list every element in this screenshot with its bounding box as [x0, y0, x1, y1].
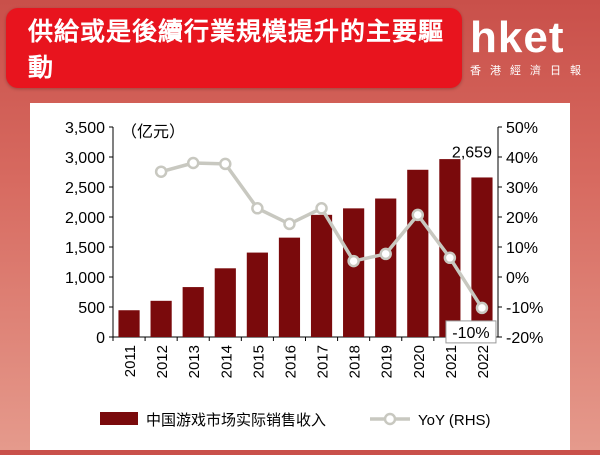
yoy-point [411, 208, 425, 222]
x-tick-label: 2014 [218, 345, 235, 378]
yoy-point [251, 202, 264, 215]
y-right-tick-label: -10% [506, 300, 543, 317]
yoy-point [443, 251, 457, 265]
game-revenue-chart: 0 500 1,000 1,500 2,000 2,500 3,000 3,500 -20% -1… [65, 120, 543, 429]
y-left-tick-label: 1,000 [65, 270, 105, 287]
x-tick-label: 2018 [347, 345, 364, 378]
x-tick-label: 2012 [154, 345, 171, 378]
y-left-unit-label: （亿元） [121, 123, 185, 141]
x-tick-label: 2017 [315, 345, 332, 378]
y-right-tick-label: 50% [506, 120, 538, 137]
y-right-tick-label: 0% [506, 270, 529, 287]
revenue-bar [278, 237, 301, 337]
x-tick-label: 2013 [186, 345, 203, 378]
x-tick-label: 2022 [475, 345, 492, 378]
page-title: 供給或是後續行業規模提升的主要驅動 [28, 17, 445, 82]
legend-bar-swatch [100, 412, 138, 425]
revenue-bar [375, 198, 397, 337]
revenue-bar [343, 208, 365, 337]
x-tick-label: 2015 [250, 345, 267, 378]
yoy-point [154, 165, 168, 178]
yoy-point [186, 156, 200, 170]
y-right-tick-label: 10% [506, 240, 538, 257]
x-tick-label: 2011 [122, 345, 139, 377]
hket-logo: hket 香港經濟日報 [470, 13, 590, 78]
y-right-tick-label: -20% [506, 330, 543, 347]
y-left-tick-label: 500 [78, 300, 105, 317]
revenue-bar [182, 287, 204, 337]
y-right-tick-label: 30% [506, 180, 538, 197]
y-left-tick-label: 0 [96, 330, 105, 347]
x-tick-label: 2016 [282, 345, 299, 378]
yoy-point [283, 217, 296, 231]
x-tick-label: 2020 [411, 345, 428, 378]
y-left-tick-label: 2,500 [65, 180, 105, 197]
yoy-point [379, 247, 392, 261]
revenue-bar [214, 268, 236, 337]
revenue-bar [150, 300, 172, 337]
title-banner: 供給或是後續行業規模提升的主要驅動 [6, 8, 462, 88]
yoy-label-box [445, 320, 497, 344]
legend-line-label: YoY (RHS) [418, 412, 491, 429]
x-tick-label: 2019 [379, 345, 396, 378]
y-left-tick-label: 3,000 [65, 150, 105, 167]
logo-subtext: 香港經濟日報 [470, 64, 590, 77]
revenue-bar [407, 169, 429, 337]
yoy-point [475, 301, 489, 315]
x-tick-label: 2021 [443, 345, 460, 378]
yoy-point [347, 254, 360, 268]
logo-text: hket [470, 13, 565, 62]
revenue-bar [439, 159, 461, 337]
y-left-tick-label: 2,000 [65, 210, 105, 227]
chart-panel: 0 500 1,000 1,500 2,000 2,500 3,000 3,500 -20% -1… [30, 103, 570, 450]
y-left-tick-label: 1,500 [65, 240, 105, 257]
yoy-point [315, 202, 328, 215]
revenue-bar [246, 252, 268, 337]
y-right-tick-label: 20% [506, 210, 538, 227]
last-yoy-data-label: -10% [452, 325, 489, 342]
yoy-point [219, 157, 232, 171]
legend-line-marker [383, 412, 397, 426]
last-bar-data-label: 2,659 [452, 144, 492, 161]
legend-bar-label: 中国游戏市场实际销售收入 [146, 412, 326, 429]
y-right-tick-label: 40% [506, 150, 538, 167]
revenue-bar [118, 310, 140, 337]
revenue-bar [310, 214, 333, 337]
y-left-tick-label: 3,500 [65, 120, 105, 137]
